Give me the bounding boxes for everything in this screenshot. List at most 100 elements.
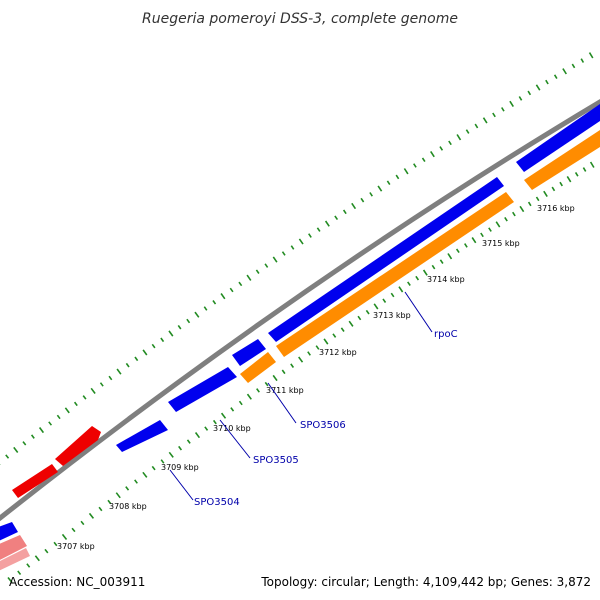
rna-feature <box>12 464 58 498</box>
gc-dot <box>34 555 40 562</box>
gc-dot <box>332 333 337 338</box>
gc-dot <box>415 275 420 281</box>
gc-dot <box>464 243 468 248</box>
forward-cds <box>0 522 18 541</box>
gc-dot <box>255 269 260 274</box>
gc-dot <box>212 419 217 425</box>
gc-dot <box>439 259 444 264</box>
gc-dot <box>281 251 286 256</box>
gc-dot <box>272 374 278 382</box>
gc-dot <box>82 395 87 400</box>
gc-dot <box>38 427 45 434</box>
gc-dot <box>439 146 444 151</box>
gc-dot <box>342 209 347 215</box>
tick-label: 3716 kbp <box>537 204 575 213</box>
tick-label: 3707 kbp <box>57 542 95 551</box>
gene-label-lines <box>169 291 433 501</box>
gc-dot <box>246 393 252 400</box>
gc-dot <box>582 167 587 172</box>
gc-dot <box>5 454 10 459</box>
gc-dot <box>168 451 174 458</box>
gc-dot <box>551 186 556 192</box>
gc-dot <box>413 163 417 168</box>
gc-dot <box>17 570 22 575</box>
pink-feature <box>0 548 30 571</box>
forward-cds <box>232 339 266 366</box>
gc-dot <box>386 180 391 186</box>
gene-label-spo3504[interactable]: SPO3504 <box>194 497 240 508</box>
gc-dot <box>545 79 549 85</box>
gc-dot <box>377 185 383 192</box>
tick-label: 3715 kbp <box>482 239 520 248</box>
tick-label: 3714 kbp <box>427 275 465 284</box>
gc-dot <box>116 368 122 375</box>
gc-dot <box>465 129 470 134</box>
gc-dot <box>115 492 121 499</box>
gc-dot <box>448 140 452 146</box>
gc-dot <box>562 68 567 75</box>
gc-dot <box>290 245 295 250</box>
gc-dot <box>390 292 395 298</box>
gc-dot <box>519 205 525 213</box>
gc-dot <box>264 263 269 268</box>
gene-label-spo3505[interactable]: SPO3505 <box>253 455 299 466</box>
gc-dot <box>456 134 462 141</box>
gc-dot <box>324 220 330 227</box>
gc-dot <box>334 215 339 221</box>
gc-dot <box>298 238 304 245</box>
gc-dot <box>13 446 19 453</box>
gene-label-spo3506[interactable]: SPO3506 <box>300 420 346 431</box>
accession-text: Accession: NC_003911 <box>9 575 145 589</box>
gc-dot <box>64 407 70 414</box>
gc-dot <box>22 441 27 446</box>
gc-dot <box>365 309 370 315</box>
forward-cds <box>268 177 504 342</box>
gc-dot <box>246 274 252 281</box>
gc-dot <box>186 318 191 324</box>
gc-dot <box>48 421 53 426</box>
gc-dot <box>134 479 138 484</box>
gc-dot <box>44 548 49 554</box>
gc-dot <box>56 414 61 420</box>
tick-labels: 3707 kbp 3708 kbp 3709 kbp 3710 kbp 3711… <box>57 204 575 551</box>
gc-dot <box>73 401 78 407</box>
gc-dot <box>535 84 541 91</box>
gc-dot <box>272 256 278 263</box>
gc-content-track-outer <box>0 52 594 465</box>
gc-dot <box>543 190 548 198</box>
gc-dot <box>588 52 594 59</box>
gc-dot <box>186 439 191 444</box>
gc-dot <box>134 356 139 362</box>
gc-dot <box>480 232 484 238</box>
gc-dot <box>256 388 260 393</box>
tick-label: 3708 kbp <box>109 502 147 511</box>
gc-dot <box>88 512 95 519</box>
tick-label: 3713 kbp <box>373 311 411 320</box>
gc-dot <box>203 306 208 311</box>
gc-dot <box>373 303 379 310</box>
gc-dot <box>360 197 365 203</box>
gc-dot <box>220 412 227 419</box>
gc-dot <box>230 407 235 412</box>
gc-dot <box>194 432 201 439</box>
forward-cds <box>168 367 237 412</box>
gc-dot <box>559 181 563 187</box>
gc-dot <box>71 527 76 533</box>
gc-dot <box>357 315 362 321</box>
gc-dot <box>431 264 436 270</box>
gc-dot <box>212 300 217 305</box>
gc-dot <box>26 563 31 568</box>
gc-dot <box>553 74 558 80</box>
gc-dot <box>238 281 243 287</box>
gc-dot <box>471 237 477 244</box>
gc-dot <box>474 123 479 129</box>
gc-dot <box>108 375 113 381</box>
gc-dot <box>125 362 130 368</box>
gene-label-rpoc[interactable]: rpoC <box>434 329 458 340</box>
tick-label: 3710 kbp <box>213 424 251 433</box>
forward-cds <box>516 104 600 172</box>
gc-dot <box>151 465 156 471</box>
gc-dot <box>504 216 508 222</box>
gc-dot <box>527 90 532 96</box>
